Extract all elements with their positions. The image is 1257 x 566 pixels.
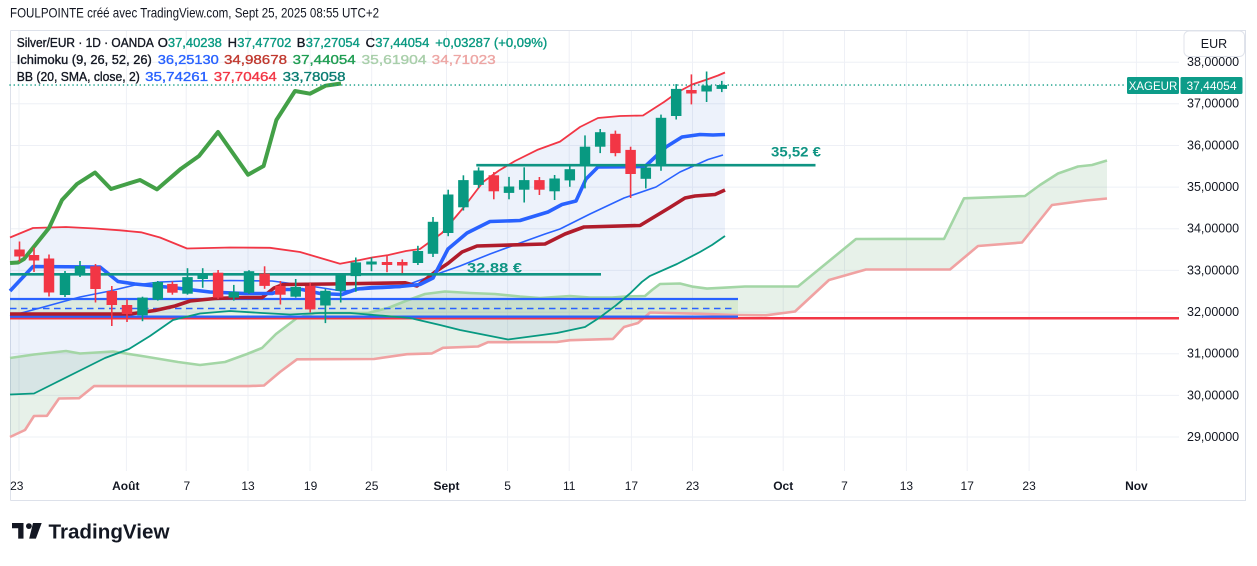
svg-text:C: C <box>366 35 375 50</box>
svg-text:+0,03287 (+0,09%): +0,03287 (+0,09%) <box>435 35 547 50</box>
svg-text:33,78058: 33,78058 <box>283 69 346 84</box>
svg-text:H: H <box>228 35 237 50</box>
svg-text:Ichimoku (9, 26, 52, 26): Ichimoku (9, 26, 52, 26) <box>17 52 152 67</box>
svg-text:31,00000: 31,00000 <box>1187 347 1239 361</box>
svg-text:37,44054: 37,44054 <box>293 52 356 67</box>
svg-text:37,27054: 37,27054 <box>306 35 360 50</box>
svg-text:23: 23 <box>1022 479 1036 493</box>
svg-text:7: 7 <box>841 479 848 493</box>
svg-text:Nov: Nov <box>1125 479 1148 493</box>
svg-text:Août: Août <box>112 479 139 493</box>
svg-text:Sept: Sept <box>433 479 459 493</box>
svg-text:25: 25 <box>365 479 379 493</box>
svg-text:35,74261: 35,74261 <box>145 69 208 84</box>
svg-text:FOULPOINTE créé avec TradingVi: FOULPOINTE créé avec TradingView.com, Se… <box>10 5 379 21</box>
svg-text:23: 23 <box>686 479 700 493</box>
svg-text:B: B <box>297 35 306 50</box>
svg-text:13: 13 <box>900 479 914 493</box>
svg-text:17: 17 <box>625 479 639 493</box>
svg-text:XAGEUR: XAGEUR <box>1129 81 1178 93</box>
svg-text:Oct: Oct <box>773 479 793 493</box>
svg-text:TradingView: TradingView <box>49 521 170 544</box>
svg-text:13: 13 <box>241 479 255 493</box>
svg-text:7: 7 <box>184 479 191 493</box>
svg-text:35,61904: 35,61904 <box>362 52 427 67</box>
svg-text:17: 17 <box>961 479 975 493</box>
svg-text:37,40238: 37,40238 <box>168 35 222 50</box>
svg-text:Silver/EUR · 1D · OANDA: Silver/EUR · 1D · OANDA <box>17 35 154 50</box>
svg-text:34,00000: 34,00000 <box>1187 222 1239 236</box>
svg-text:34,71023: 34,71023 <box>432 52 496 67</box>
svg-text:36,25130: 36,25130 <box>158 52 219 67</box>
svg-text:29,00000: 29,00000 <box>1187 430 1239 444</box>
svg-text:37,44054: 37,44054 <box>375 35 429 50</box>
svg-text:BB (20, SMA, close, 2): BB (20, SMA, close, 2) <box>17 69 140 84</box>
svg-text:EUR: EUR <box>1201 37 1227 51</box>
svg-text:O: O <box>158 35 168 50</box>
svg-text:37,44054: 37,44054 <box>1186 79 1236 93</box>
svg-text:11: 11 <box>563 479 576 493</box>
svg-text:38,00000: 38,00000 <box>1187 55 1239 69</box>
svg-text:34,98678: 34,98678 <box>224 52 287 67</box>
svg-text:37,00000: 37,00000 <box>1187 97 1239 111</box>
svg-text:32.88 €: 32.88 € <box>467 261 523 276</box>
svg-text:23: 23 <box>10 479 24 493</box>
svg-text:30,00000: 30,00000 <box>1187 388 1239 402</box>
svg-text:35,00000: 35,00000 <box>1187 180 1239 194</box>
svg-text:32,00000: 32,00000 <box>1187 305 1239 319</box>
svg-text:19: 19 <box>304 479 318 493</box>
svg-text:35,52 €: 35,52 € <box>771 145 822 160</box>
svg-text:5: 5 <box>504 479 511 493</box>
svg-text:37,47702: 37,47702 <box>237 35 291 50</box>
svg-text:36,00000: 36,00000 <box>1187 138 1239 152</box>
svg-text:37,70464: 37,70464 <box>214 69 277 84</box>
svg-text:33,00000: 33,00000 <box>1187 263 1239 277</box>
